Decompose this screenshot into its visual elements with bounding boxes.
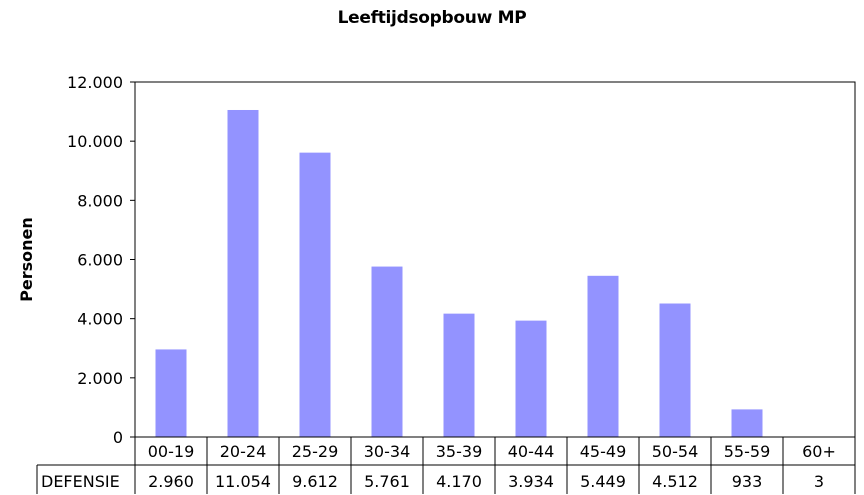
x-tick-label: 50-54 <box>652 442 699 461</box>
data-label: 5.449 <box>580 472 626 491</box>
data-label: 3 <box>814 472 824 491</box>
data-label: 4.170 <box>436 472 482 491</box>
data-label: 5.761 <box>364 472 410 491</box>
x-tick-label: 55-59 <box>724 442 771 461</box>
bar-40-44 <box>515 320 547 437</box>
y-tick-label: 12.000 <box>67 73 123 92</box>
data-label: 2.960 <box>148 472 194 491</box>
x-tick-label: 45-49 <box>580 442 627 461</box>
x-tick-label: 00-19 <box>148 442 195 461</box>
data-label: 3.934 <box>508 472 554 491</box>
bar-35-39 <box>443 313 475 437</box>
y-tick-label: 8.000 <box>77 191 123 210</box>
data-label: 9.612 <box>292 472 338 491</box>
data-label: 4.512 <box>652 472 698 491</box>
y-tick-label: 2.000 <box>77 369 123 388</box>
data-label: 933 <box>732 472 763 491</box>
bar-45-49 <box>587 275 619 437</box>
y-tick-label: 4.000 <box>77 310 123 329</box>
y-tick-label: 6.000 <box>77 251 123 270</box>
bar-55-59 <box>731 409 763 437</box>
x-tick-label: 40-44 <box>508 442 555 461</box>
data-label: 11.054 <box>215 472 271 491</box>
y-tick-label: 10.000 <box>67 132 123 151</box>
y-axis-label: Personen <box>17 217 36 302</box>
x-tick-label: 30-34 <box>364 442 411 461</box>
y-tick-label: 0 <box>113 428 123 447</box>
series-label: DEFENSIE <box>41 472 120 491</box>
bar-00-19 <box>155 349 187 437</box>
x-tick-label: 35-39 <box>436 442 483 461</box>
bar-20-24 <box>227 109 259 437</box>
bar-30-34 <box>371 266 403 437</box>
x-tick-label: 20-24 <box>220 442 267 461</box>
x-tick-label: 60+ <box>802 442 836 461</box>
chart-title: Leeftijdsopbouw MP <box>337 8 527 28</box>
bar-25-29 <box>299 152 331 437</box>
x-tick-label: 25-29 <box>292 442 339 461</box>
bar-50-54 <box>659 303 691 437</box>
